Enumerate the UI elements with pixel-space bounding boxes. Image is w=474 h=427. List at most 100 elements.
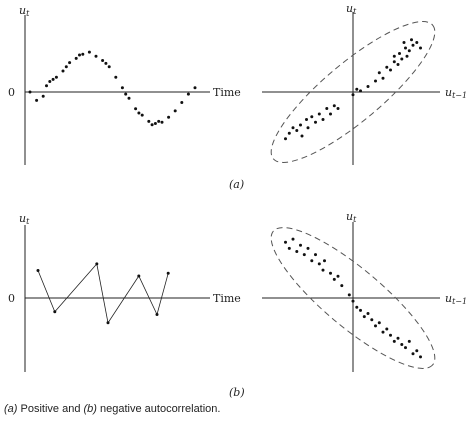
caption-text-b: negative autocorrelation. xyxy=(96,403,221,415)
data-point xyxy=(329,271,332,275)
data-point xyxy=(61,69,65,73)
data-point xyxy=(407,49,411,53)
panel-b-scatter-ellipse xyxy=(270,227,436,369)
data-point xyxy=(340,284,344,288)
data-point xyxy=(347,293,351,297)
panel-a-time-series: ut 0 Time xyxy=(8,4,241,165)
caption-part-a: (a) xyxy=(4,403,18,415)
data-point xyxy=(392,339,396,343)
data-point xyxy=(166,271,170,275)
data-point xyxy=(385,327,389,331)
data-point xyxy=(284,137,287,141)
data-point xyxy=(362,315,366,319)
data-point xyxy=(155,313,159,316)
data-point xyxy=(400,343,404,346)
data-point xyxy=(377,321,381,325)
data-point xyxy=(359,89,362,93)
data-point xyxy=(336,107,340,110)
data-point xyxy=(321,118,325,121)
data-point xyxy=(107,65,111,69)
data-point xyxy=(332,104,336,108)
panel-a-scatter: ut ut−1 xyxy=(262,2,467,165)
data-point xyxy=(167,115,171,119)
data-point xyxy=(396,336,400,340)
data-point xyxy=(104,61,108,65)
data-point xyxy=(302,253,306,257)
data-point xyxy=(150,123,154,127)
data-point xyxy=(51,77,55,81)
panel-a-ts-y-label: ut xyxy=(19,4,30,18)
data-point xyxy=(355,87,359,91)
data-point xyxy=(295,129,299,132)
data-point xyxy=(392,60,396,64)
data-point xyxy=(325,107,329,110)
data-point xyxy=(419,46,422,50)
data-point xyxy=(64,65,68,69)
data-point xyxy=(374,79,377,83)
panel-b-sc-y-label: ut xyxy=(346,210,357,224)
data-point xyxy=(370,318,374,322)
data-point xyxy=(291,126,295,130)
panel-a-label: (a) xyxy=(229,178,244,191)
data-point xyxy=(157,119,161,123)
panel-a-ts-zero-label: 0 xyxy=(8,86,15,99)
data-point xyxy=(366,85,370,88)
panel-b-label: (b) xyxy=(229,386,245,399)
data-point xyxy=(193,86,197,90)
data-point xyxy=(173,109,177,113)
data-point xyxy=(355,305,359,309)
data-point xyxy=(404,346,407,350)
data-point xyxy=(147,119,151,123)
panel-a-sc-points xyxy=(284,38,422,141)
data-point xyxy=(410,38,413,42)
panel-b-ts-points xyxy=(36,262,170,325)
data-point xyxy=(134,107,138,111)
data-point xyxy=(45,84,48,88)
data-point xyxy=(419,355,422,359)
data-point xyxy=(321,268,325,272)
data-point xyxy=(81,52,85,56)
panel-b-ts-time-label: Time xyxy=(213,292,241,305)
data-point xyxy=(415,349,419,353)
data-point xyxy=(114,75,118,79)
data-point xyxy=(359,308,362,312)
data-point xyxy=(317,112,321,116)
data-point xyxy=(310,259,314,263)
data-point xyxy=(74,56,78,60)
data-point xyxy=(404,46,407,50)
data-point xyxy=(381,76,385,80)
panel-b-time-series: ut 0 Time xyxy=(8,212,241,372)
data-point xyxy=(120,86,124,90)
panel-b-scatter: ut ut−1 xyxy=(262,210,467,372)
data-point xyxy=(124,92,128,96)
data-point xyxy=(374,324,377,328)
data-point xyxy=(306,246,310,250)
data-point xyxy=(78,53,81,57)
panel-b-sc-x-label: ut−1 xyxy=(445,292,467,306)
figure-caption: (a) Positive and (b) negative autocorrel… xyxy=(4,403,472,415)
panel-a-ts-time-label: Time xyxy=(213,86,241,99)
panel-a-ts-points xyxy=(28,50,197,127)
panel-b-ts-y-label: ut xyxy=(19,212,30,226)
data-point xyxy=(405,54,409,58)
caption-text-a: Positive and xyxy=(17,403,84,415)
data-point xyxy=(287,131,291,135)
data-point xyxy=(153,122,157,125)
data-point xyxy=(300,134,304,138)
panel-a-sc-y-label: ut xyxy=(346,2,357,16)
data-point xyxy=(317,262,321,266)
data-point xyxy=(310,115,314,119)
data-point xyxy=(398,52,401,55)
data-point xyxy=(53,310,57,314)
data-point xyxy=(389,68,392,72)
data-point xyxy=(106,321,110,325)
data-point xyxy=(381,330,385,334)
data-point xyxy=(400,57,404,61)
data-point xyxy=(377,71,381,75)
data-point xyxy=(389,333,392,337)
data-point xyxy=(329,112,332,116)
data-point xyxy=(287,246,291,250)
data-point xyxy=(127,96,131,100)
data-point xyxy=(351,299,355,303)
